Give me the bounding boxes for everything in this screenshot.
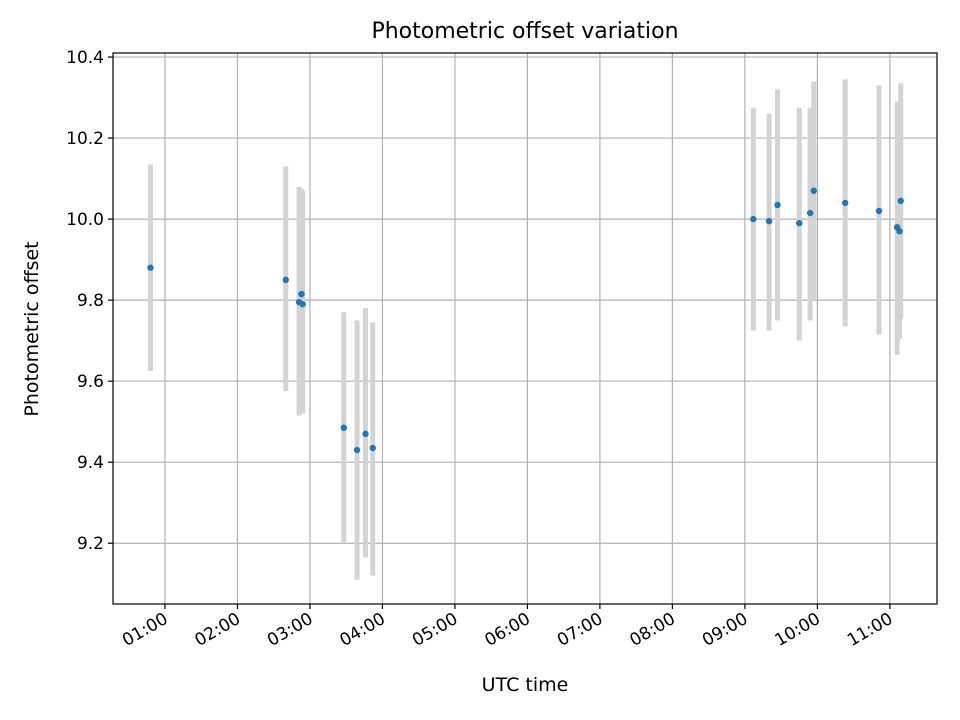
y-tick-label: 9.8 [77, 291, 104, 311]
data-point [774, 201, 781, 209]
data-point [353, 446, 361, 454]
y-tick-label: 10.0 [66, 210, 104, 230]
y-tick-label: 10.4 [66, 48, 104, 68]
x-axis-label: UTC time [482, 674, 569, 696]
data-point [750, 215, 757, 223]
data-point [147, 264, 154, 271]
data-point [896, 228, 903, 235]
data-point [362, 430, 369, 438]
y-tick-label: 9.6 [77, 372, 104, 392]
y-tick-label: 9.2 [77, 534, 104, 554]
data-point [282, 276, 289, 284]
data-point [810, 187, 817, 194]
data-point [841, 199, 849, 207]
axes-frame [112, 52, 938, 605]
grid-lines [113, 53, 937, 604]
data-point [340, 424, 347, 431]
y-tick-label: 10.2 [66, 129, 104, 149]
y-axis-ticks: 9.2 9.4 9.6 9.8 10.0 10.2 10.4 [66, 48, 113, 554]
data-points [147, 187, 904, 454]
data-point [765, 217, 773, 225]
data-point [806, 209, 814, 217]
y-axis-label: Photometric offset [21, 241, 43, 416]
chart-title: Photometric offset variation [371, 19, 678, 44]
data-point [369, 444, 376, 452]
data-point [897, 197, 904, 205]
data-point [796, 219, 803, 227]
y-tick-label: 9.4 [77, 453, 104, 473]
data-point [299, 300, 306, 308]
data-point [875, 207, 883, 215]
data-point [298, 290, 305, 298]
